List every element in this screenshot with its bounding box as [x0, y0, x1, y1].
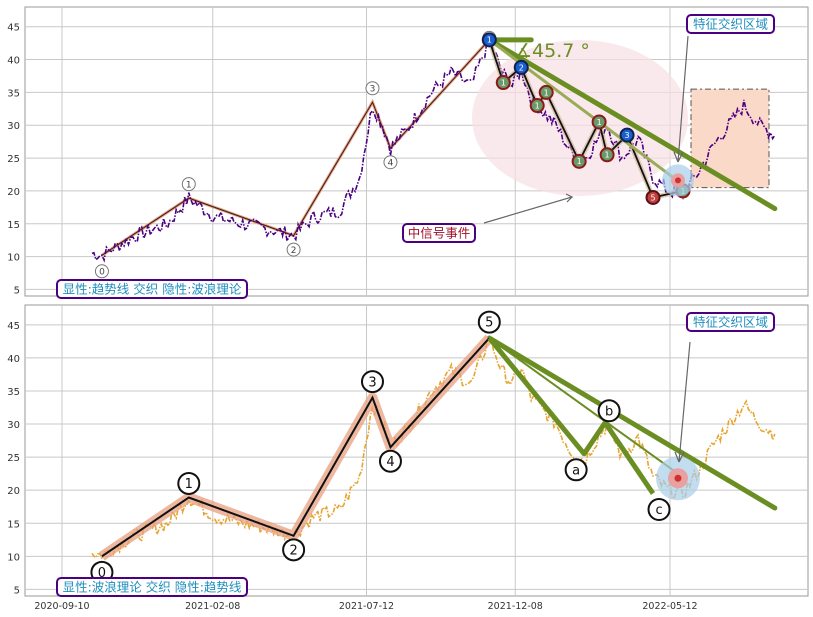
top-subwave-point-label: 1 [535, 101, 540, 110]
bottom-zone-label: 特征交织区域 [693, 315, 768, 330]
bottom-correction-line [487, 336, 656, 495]
bottom-wave-point-marker [564, 458, 588, 482]
bottom-wave-point-marker [647, 497, 671, 521]
top-wave-point-marker [383, 155, 398, 170]
top-wave-point-label: 1 [186, 180, 192, 190]
top-pattern-ellipse [472, 40, 688, 196]
top-ytick-label: 25 [7, 154, 20, 165]
top-ytick-label: 10 [7, 253, 20, 264]
bottom-legend-label: 显性:波浪理论 交织 隐性:趋势线 [63, 580, 242, 595]
top-subwave-point-label: 1 [605, 151, 610, 160]
top-intersection-dot [674, 177, 681, 184]
top-signal-label: 中信号事件 [408, 226, 471, 241]
top-wave-point-marker [181, 177, 196, 192]
bottom-wave-point-marker [597, 399, 621, 423]
top-subwave-point-label: 1 [544, 88, 549, 97]
top-zone-label: 特征交织区域 [693, 17, 768, 32]
bottom-ytick-label: 40 [7, 354, 20, 365]
top-subwave-point-marker [645, 189, 661, 205]
bottom-frame [24, 304, 809, 597]
bottom-wave-point-label: b [605, 404, 613, 419]
bottom-wave-point-label: 1 [185, 477, 193, 492]
bottom-ytick-label: 30 [7, 420, 20, 431]
top-ytick-label: 30 [7, 121, 20, 132]
top-zone-arrow [673, 35, 689, 163]
x-tick-label: 2021-12-08 [488, 601, 543, 612]
x-axis: 2020-09-10 2021-02-08 2021-07-12 2021-12-08… [34, 601, 697, 612]
top-wave-point-marker [94, 264, 109, 279]
bottom-wave-point-marker [378, 449, 402, 473]
bottom-wave-line [101, 337, 491, 558]
top-ytick-label: 45 [7, 23, 20, 34]
x-tick-label: 2020-09-10 [34, 601, 89, 612]
top-ytick-label: 35 [7, 88, 20, 99]
bottom-wave-point-marker [477, 310, 501, 334]
bottom-zone-arrow [674, 341, 691, 463]
top-subwave-point-label: 1 [487, 36, 492, 45]
top-zone-label-box [686, 14, 775, 34]
top-trend-line [486, 37, 778, 212]
top-subwave-point-label: 2 [519, 63, 524, 72]
bottom-wave-point-label: 0 [98, 566, 106, 581]
bottom-wave-point-label: 2 [289, 543, 297, 558]
x-tick-label: 2021-02-08 [185, 601, 240, 612]
bottom-wave-point-marker [282, 538, 306, 562]
top-signal-arrow [483, 193, 574, 224]
top-ytick-label: 5 [14, 285, 20, 296]
top-subwave-point-marker [495, 75, 511, 91]
top-legend-label: 显性:趋势线 交织 隐性:波浪理论 [63, 282, 242, 297]
bottom-ytick-label: 45 [7, 321, 20, 332]
top-subwave-point-label: 1 [597, 118, 602, 127]
x-tick-label: 2021-07-12 [339, 601, 394, 612]
bottom-ytick-label: 20 [7, 486, 20, 497]
top-subwave-point-marker [529, 98, 545, 114]
top-subwave-point-marker [599, 147, 615, 163]
top-ytick-label: 15 [7, 220, 20, 231]
top-subwave-point-marker [481, 32, 497, 48]
bottom-ytick-label: 35 [7, 387, 20, 398]
top-subwave-point-marker [619, 127, 635, 143]
top-feature-zone [690, 88, 770, 189]
top-subwave-point-marker [538, 84, 554, 100]
top-wave-point-label: 2 [291, 246, 297, 256]
top-subwave-point-label: 3 [625, 131, 630, 140]
top-ytick-label: 40 [7, 56, 20, 67]
bottom-ytick-label: 15 [7, 519, 20, 530]
top-subwave-point-label: 1 [577, 157, 582, 166]
x-tick-label: 2022-05-12 [642, 601, 697, 612]
top-wave-point-label: 4 [388, 158, 394, 168]
top-price-series [91, 37, 776, 263]
bottom-wave-point-label: a [572, 463, 580, 478]
bottom-legend-label-box [56, 577, 248, 597]
top-subwave-point-label: 5 [650, 193, 655, 202]
top-wave-point-marker [365, 81, 380, 96]
top-wave-point-label: 3 [370, 84, 376, 94]
bottom-intersection-dot [674, 474, 682, 482]
bottom-ytick-label: 25 [7, 453, 20, 464]
top-subwave-point-marker [591, 114, 607, 130]
bottom-wave-point-label: 5 [485, 316, 493, 331]
top-wave-point-marker [286, 242, 301, 257]
bottom-trend-line [488, 337, 679, 475]
top-ytick-label: 20 [7, 187, 20, 198]
bottom-wave-point-label: 3 [368, 375, 376, 390]
top-subwave-point-marker [513, 59, 529, 75]
top-subwave-point-label: 1 [501, 78, 506, 87]
bottom-wave-point-label: 4 [386, 455, 394, 470]
bottom-wave-point-marker [177, 471, 201, 495]
top-wave-point-label: 0 [99, 268, 105, 278]
bottom-wave-point-label: c [655, 503, 662, 518]
top-signal-label-box [402, 223, 476, 243]
bottom-zone-label-box [686, 312, 775, 332]
top-angle-label: ∡45.7 ° [515, 40, 590, 62]
top-legend-label-box [56, 279, 248, 299]
bottom-ytick-label: 10 [7, 552, 20, 563]
bottom-ytick-label: 5 [14, 585, 20, 596]
bottom-wave-point-marker [360, 370, 384, 394]
bottom-trend-line [486, 335, 778, 511]
top-subwave-point-marker [571, 153, 587, 169]
